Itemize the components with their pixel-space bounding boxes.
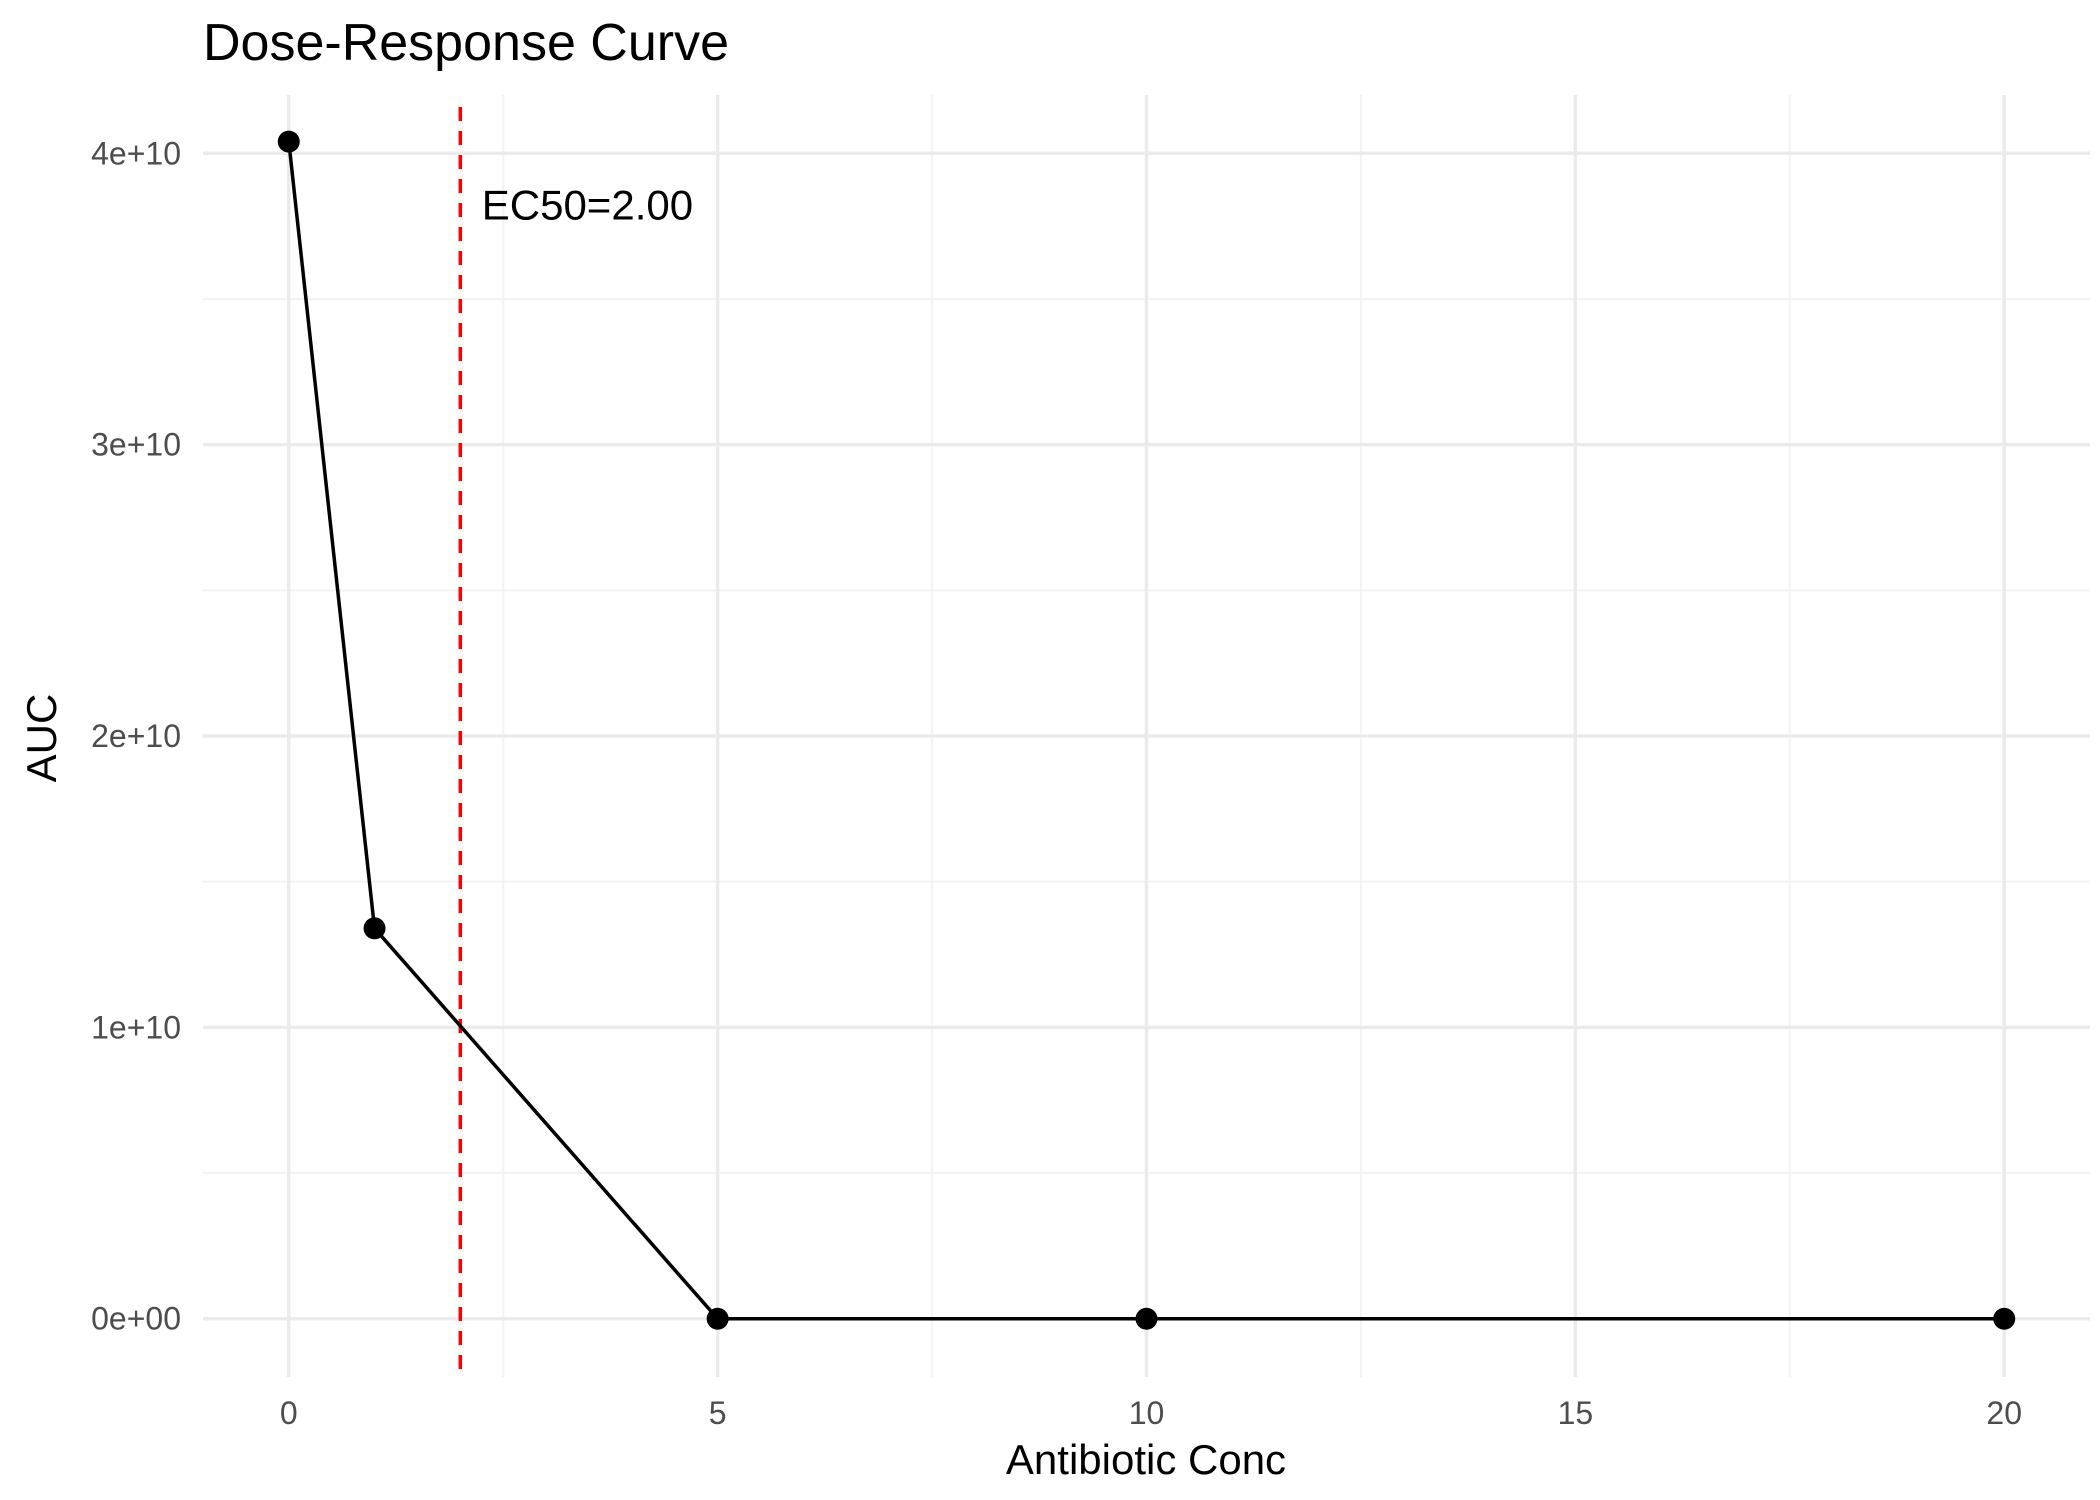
y-tick-label: 2e+10 [91,718,181,754]
x-tick-label: 0 [280,1395,298,1431]
chart-title: Dose-Response Curve [203,14,729,72]
major-gridlines [203,95,2090,1377]
y-axis-tick-labels: 0e+00 1e+10 2e+10 3e+10 4e+10 [91,135,181,1336]
data-point [1135,1307,1158,1330]
data-point [706,1307,729,1330]
x-axis-title: Antibiotic Conc [1006,1436,1286,1483]
x-tick-label: 5 [709,1395,727,1431]
x-tick-label: 15 [1558,1395,1594,1431]
points-layer [277,130,2016,1330]
y-tick-label: 4e+10 [91,135,181,171]
x-tick-label: 20 [1986,1395,2022,1431]
data-point [277,130,300,153]
y-tick-label: 3e+10 [91,427,181,463]
x-axis-tick-labels: 0 5 10 15 20 [280,1395,2022,1431]
ec50-annotation: EC50=2.00 [482,182,693,229]
data-point [363,917,386,940]
y-tick-label: 1e+10 [91,1009,181,1045]
data-point [1993,1307,2016,1330]
y-axis-title: AUC [18,694,65,783]
x-tick-label: 10 [1129,1395,1165,1431]
y-tick-label: 0e+00 [91,1301,181,1337]
